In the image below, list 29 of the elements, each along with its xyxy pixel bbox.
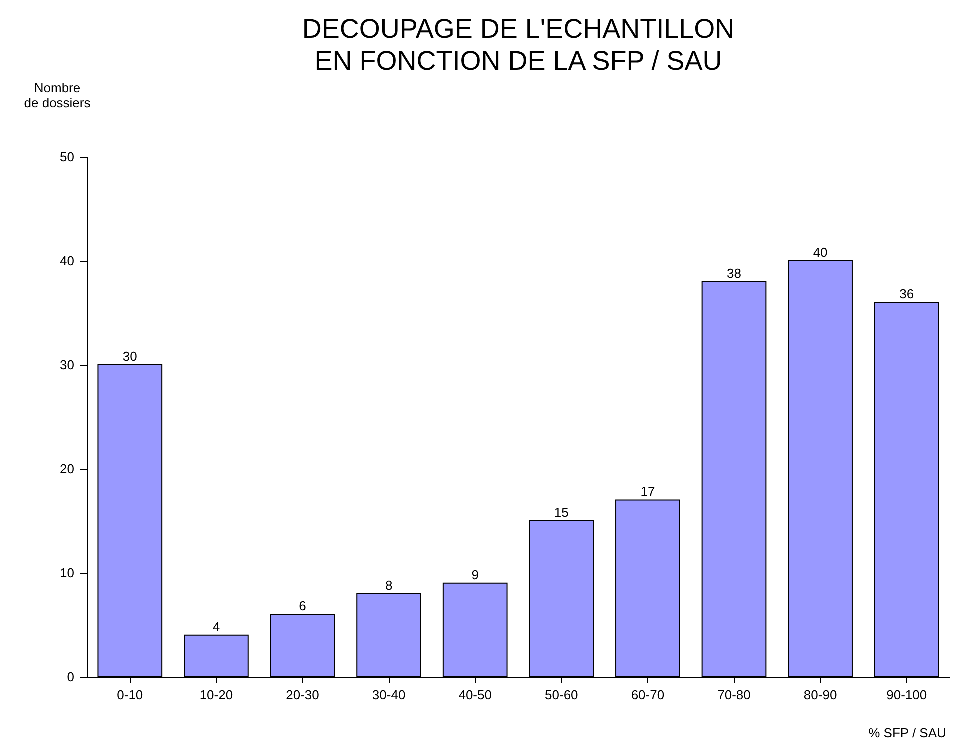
data-label: 30	[122, 349, 138, 364]
y-tick-label: 0	[67, 670, 74, 684]
y-tick-label: 20	[60, 462, 74, 476]
data-label: 4	[212, 619, 220, 634]
x-tick-label: 80-90	[804, 688, 838, 702]
x-tick-label: 50-60	[545, 688, 578, 702]
data-label: 9	[472, 567, 479, 582]
data-label: 8	[385, 578, 393, 593]
y-tick-label: 10	[60, 566, 74, 580]
data-label: 17	[640, 484, 656, 500]
x-tick-label: 60-70	[631, 688, 665, 702]
y-tick-label: 40	[60, 254, 74, 268]
data-label: 36	[900, 286, 914, 302]
x-axis-title: % SFP / SAU	[868, 726, 946, 740]
x-tick-label: 20-30	[286, 688, 320, 702]
data-label: 6	[299, 598, 306, 614]
data-label: 15	[554, 505, 569, 520]
y-tick-label: 30	[60, 358, 74, 372]
y-tick-label: 50	[60, 150, 74, 164]
x-tick-label: 0-10	[117, 688, 144, 702]
data-label: 40	[813, 245, 828, 260]
data-label: 38	[727, 266, 742, 281]
x-tick-label: 10-20	[200, 688, 234, 702]
x-tick-label: 30-40	[372, 688, 406, 702]
y-axis-title: Nombre de dossiers	[24, 80, 92, 110]
x-tick-label: 40-50	[458, 688, 492, 702]
x-tick-label: 90-100	[886, 688, 928, 702]
chart-title: DECOUPAGE DE L'ECHANTILLON EN FONCTION DE LA SFP / SAU	[302, 14, 735, 76]
x-tick-label: 70-80	[718, 688, 751, 702]
